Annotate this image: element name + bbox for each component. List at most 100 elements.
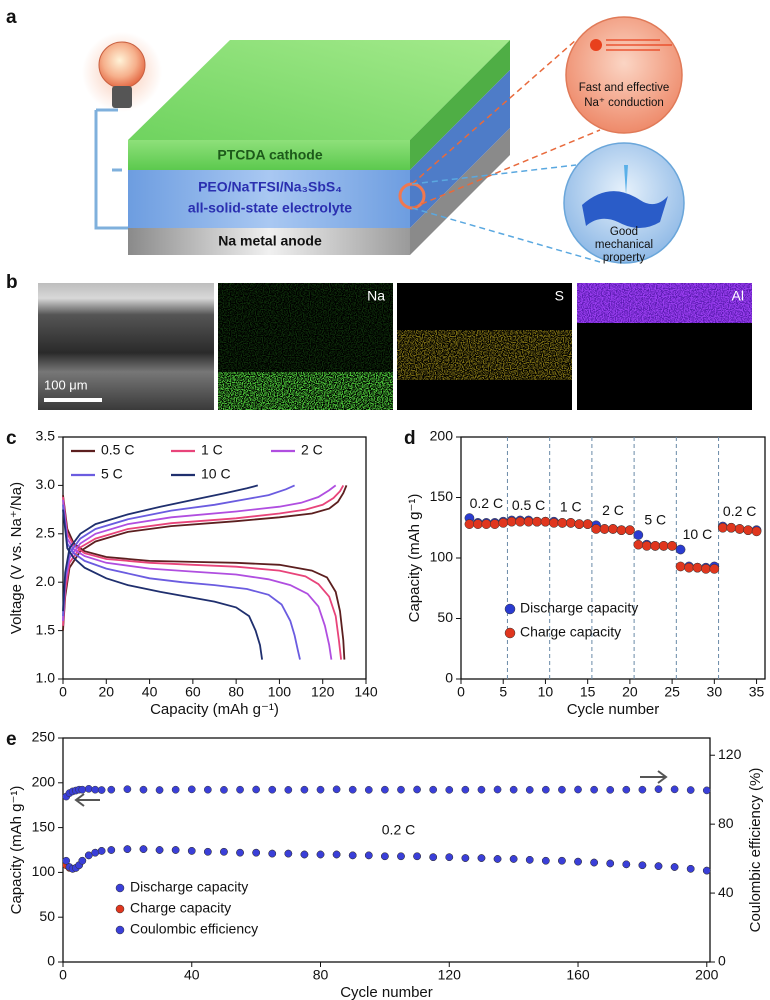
data-point [667,541,677,551]
data-point [726,522,737,533]
data-point [316,850,325,859]
data-point [477,785,486,794]
data-point [565,518,576,528]
rate-label: 10 C [683,526,713,542]
rate-label: 2 C [602,502,624,518]
charge-curve [62,484,259,612]
data-point [650,541,661,551]
data-point [107,785,116,794]
data-point [702,786,711,795]
discharge-curve [62,499,333,660]
y-tick-label: 1.5 [36,621,56,637]
legend-marker [504,627,516,639]
data-point [541,785,550,794]
data-point [641,541,652,551]
legend-label: 5 C [101,466,123,482]
data-point [171,785,180,794]
data-point [633,530,644,540]
data-point [429,785,438,794]
legend-label: Discharge capacity [520,600,638,616]
legend-label: 1 C [201,442,223,458]
scale-bar-label: 100 μm [44,377,88,392]
y-tick-label: 100 [430,549,454,565]
x-tick-label: 120 [438,967,462,983]
data-point [686,786,695,794]
data-point [525,856,534,864]
data-point [155,846,164,854]
data-point [743,525,753,536]
charge-curve [62,485,348,631]
axis-arrow [74,793,100,807]
y-tick-label: 100 [32,863,56,879]
data-point [701,564,711,574]
data-point [709,564,720,574]
callout-text: Fast and effective [579,82,670,94]
data-point [590,858,598,867]
callout-text: property [603,252,645,264]
data-point [675,544,686,555]
x-tick-label: 35 [749,684,765,700]
data-point [429,853,438,862]
plot-frame [62,436,367,680]
chart: c 0 20 40 60 80 100 120 140 1.0 1.5 2.0 2.5 3.0 3.5 Cap… [6,428,378,718]
data-point [332,850,341,859]
data-point [734,524,745,534]
data-point [364,851,373,860]
data-point [445,786,454,794]
data-point [558,856,566,865]
discharge-curve [62,509,263,660]
panel-label: e [6,729,17,750]
plot-frame [460,436,766,680]
data-point [464,519,475,529]
x-tick-label: 200 [695,967,719,983]
axis-arrow [640,770,668,784]
rate-label: 1 C [560,498,582,514]
data-point [515,516,525,527]
map-label: Al [732,288,744,304]
panel-label: b [6,272,18,293]
data-point [591,524,601,534]
data-point [606,786,615,794]
data-point [123,845,132,853]
y2-tick-label: 80 [718,815,734,831]
data-point [549,518,559,528]
data-point [236,848,244,857]
legend-label: Charge capacity [130,900,231,916]
data-point [268,785,277,794]
x-tick-label: 40 [184,967,200,983]
data-point [481,519,492,529]
y2-tick-label: 0 [718,953,726,969]
y-tick-label: 3.5 [36,428,56,444]
data-point [268,849,277,858]
data-point [91,785,100,794]
chart: d 0 5 10 15 20 25 30 35 0 50 100 150 200 Cycle number C… [404,428,766,718]
y-tick-label: 50 [437,609,453,625]
data-point [252,785,260,794]
data-point [684,562,694,573]
zoom-line [411,39,601,209]
data-point [506,516,517,527]
data-point [686,864,695,873]
data-point [413,852,421,861]
data-point [574,857,582,866]
y-tick-label: 250 [32,729,56,745]
panel-label: d [404,428,416,449]
data-point [348,851,357,860]
data-point [84,851,93,860]
callout-circle [565,16,683,134]
map-label: S [555,288,564,304]
zoom-line [411,164,601,263]
data-point [220,847,228,856]
data-point [348,785,357,794]
data-point [78,856,87,865]
y-tick-label: 3.0 [36,476,56,492]
callout-text: mechanical [595,239,653,251]
bulb-base [112,86,132,108]
panel-label: c [6,428,17,449]
data-point [489,519,500,529]
data-point [658,541,669,551]
data-point [187,785,196,794]
data-point [702,866,711,875]
bulb [98,41,146,89]
data-point [300,785,309,794]
